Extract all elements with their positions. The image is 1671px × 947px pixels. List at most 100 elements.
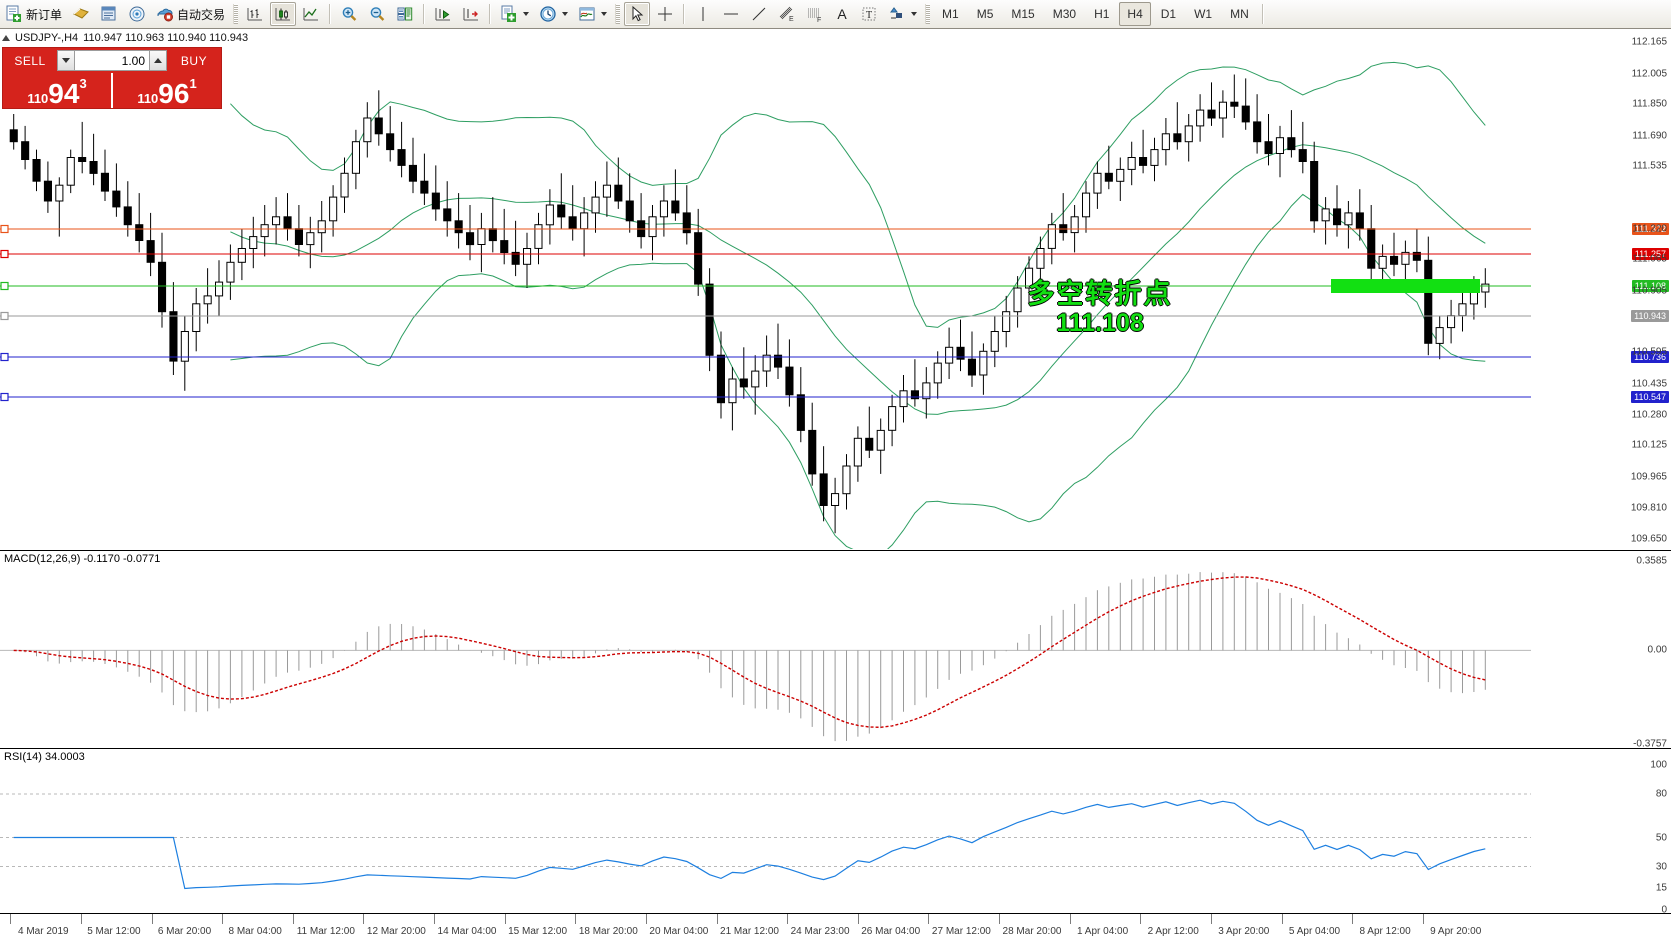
sell-price-main: 94 <box>48 78 80 110</box>
highlight-band <box>1331 279 1480 293</box>
rsi-axis: 100 80 50 30 15 0 <box>1531 749 1671 915</box>
tile-windows-button[interactable] <box>392 2 418 26</box>
rsi-series <box>0 793 1531 890</box>
navigator-button[interactable] <box>124 2 150 26</box>
zoom-out-button[interactable] <box>364 2 390 26</box>
oct-quotes: 110 94 3 110 96 1 <box>3 73 221 108</box>
time-separator <box>1281 914 1283 924</box>
text-icon: A <box>837 6 847 22</box>
timeframe-d1[interactable]: D1 <box>1160 7 1177 21</box>
macd-tick: 0.00 <box>1647 644 1667 656</box>
price-candles <box>0 61 1531 549</box>
periods-button[interactable] <box>535 2 572 26</box>
time-separator <box>434 914 435 924</box>
chevron-down-icon-4[interactable] <box>911 12 918 16</box>
collapse-icon[interactable] <box>2 35 10 41</box>
timeframe-m5[interactable]: M5 <box>976 7 994 21</box>
zoom-out-icon <box>370 7 385 21</box>
volume-decrement-button[interactable] <box>57 50 75 71</box>
text-label-icon: T <box>862 7 876 21</box>
auto-scroll-button[interactable] <box>430 2 456 26</box>
sell-price-pip: 3 <box>79 76 87 91</box>
vertical-line-button[interactable] <box>690 2 716 26</box>
time-separator <box>1140 914 1142 924</box>
macd-axis: 0.3585 0.00 -0.3757 <box>1531 551 1671 749</box>
rsi-label: RSI(14) 34.0003 <box>4 751 85 763</box>
macd-label: MACD(12,26,9) -0.1170 -0.0771 <box>4 553 161 565</box>
buy-price-main: 96 <box>158 78 190 110</box>
timeframe-mn[interactable]: MN <box>1230 7 1249 21</box>
new-order-button[interactable]: 新订单 <box>1 2 66 26</box>
macd-pane[interactable]: MACD(12,26,9) -0.1170 -0.0771 0.3585 0.00… <box>0 550 1671 748</box>
toolbar-grip-2[interactable] <box>615 4 621 24</box>
chevron-down-icon[interactable] <box>523 12 530 16</box>
sell-price[interactable]: 110 94 3 <box>3 73 111 108</box>
chart-shift-button[interactable] <box>458 2 484 26</box>
volume-stepper[interactable]: 1.00 <box>57 50 167 71</box>
line-chart-icon <box>303 8 319 21</box>
price-axis[interactable]: 112.165 112.005 111.850 111.690 111.535 111.3… <box>1531 29 1671 549</box>
macd-plot[interactable] <box>0 551 1531 748</box>
horizontal-line-button[interactable] <box>718 2 744 26</box>
time-separator <box>1422 914 1424 924</box>
time-axis[interactable]: 4 Mar 2019 5 Mar 12:00 6 Mar 20:00 8 Mar 04… <box>0 913 1671 947</box>
templates-button[interactable] <box>574 2 611 26</box>
price-level-label: 111.108 <box>1631 280 1669 292</box>
price-tick: 112.165 <box>1631 36 1667 48</box>
cursor-button[interactable] <box>624 2 651 26</box>
data-window-button[interactable] <box>96 2 122 26</box>
candlestick-chart-button[interactable] <box>270 2 297 26</box>
volume-input[interactable]: 1.00 <box>75 50 149 71</box>
time-tick: 5 Apr 04:00 <box>1288 926 1341 937</box>
trendline-button[interactable] <box>746 2 772 26</box>
one-click-trading-panel[interactable]: SELL 1.00 BUY 110 94 3 110 96 1 <box>2 47 222 109</box>
price-tick: 110.905 <box>1631 285 1667 297</box>
expert-advisor-button[interactable] <box>68 2 94 26</box>
zoom-in-button[interactable] <box>336 2 362 26</box>
shapes-icon <box>890 7 903 19</box>
rsi-plot[interactable] <box>0 749 1531 914</box>
timeframe-m30[interactable]: M30 <box>1052 7 1077 21</box>
time-tick: 8 Mar 04:00 <box>228 926 282 937</box>
timeframe-m1[interactable]: M1 <box>942 7 959 21</box>
timeframe-h4[interactable]: H4 <box>1119 2 1151 26</box>
time-separator <box>857 914 859 924</box>
chart-area[interactable]: USDJPY-,H4 110.947 110.963 110.940 110.9… <box>0 28 1671 947</box>
toolbar-separator-2 <box>423 4 426 24</box>
timeframe-m15[interactable]: M15 <box>1011 7 1035 21</box>
price-tick: 111.850 <box>1632 98 1667 110</box>
crosshair-button[interactable] <box>652 2 678 26</box>
time-tick: 18 Mar 20:00 <box>578 926 638 937</box>
auto-trading-button[interactable]: 自动交易 <box>152 2 229 26</box>
text-label-button[interactable]: T <box>856 2 882 26</box>
buy-button[interactable]: BUY <box>180 53 208 68</box>
data-window-icon <box>101 6 116 21</box>
shapes-button[interactable] <box>884 2 921 26</box>
expert-advisor-icon <box>73 8 89 19</box>
text-button[interactable]: A <box>830 2 854 26</box>
price-level-label: 111.257 <box>1631 248 1669 260</box>
line-chart-button[interactable] <box>298 2 324 26</box>
equidistant-channel-button[interactable]: E <box>774 2 800 26</box>
sell-button[interactable]: SELL <box>14 53 46 68</box>
rsi-pane[interactable]: RSI(14) 34.0003 100 80 50 30 15 0 <box>0 748 1671 914</box>
indicators-button[interactable] <box>496 2 533 26</box>
price-tick: 109.650 <box>1630 533 1667 545</box>
bar-chart-button[interactable] <box>242 2 268 26</box>
timeframe-h1[interactable]: H1 <box>1094 7 1110 21</box>
svg-text:F: F <box>817 17 821 23</box>
price-pane[interactable]: 多空转折点 111.108 112.165 112.005 111.850 111.6… <box>0 29 1671 549</box>
price-plot[interactable]: 多空转折点 111.108 <box>0 29 1531 549</box>
volume-increment-button[interactable] <box>149 50 167 71</box>
chevron-down-icon-2[interactable] <box>562 12 569 16</box>
buy-price[interactable]: 110 96 1 <box>111 73 221 108</box>
chart-shift-icon <box>463 8 479 21</box>
chevron-down-icon-3[interactable] <box>601 12 608 16</box>
toolbar-grip[interactable] <box>233 4 239 24</box>
cursor-icon <box>632 5 644 22</box>
horizontal-line-icon <box>724 13 739 15</box>
rsi-tick: 15 <box>1655 882 1667 894</box>
timeframe-w1[interactable]: W1 <box>1194 7 1213 21</box>
toolbar-grip-3[interactable] <box>925 4 931 24</box>
fibonacci-button[interactable]: F <box>802 2 828 26</box>
